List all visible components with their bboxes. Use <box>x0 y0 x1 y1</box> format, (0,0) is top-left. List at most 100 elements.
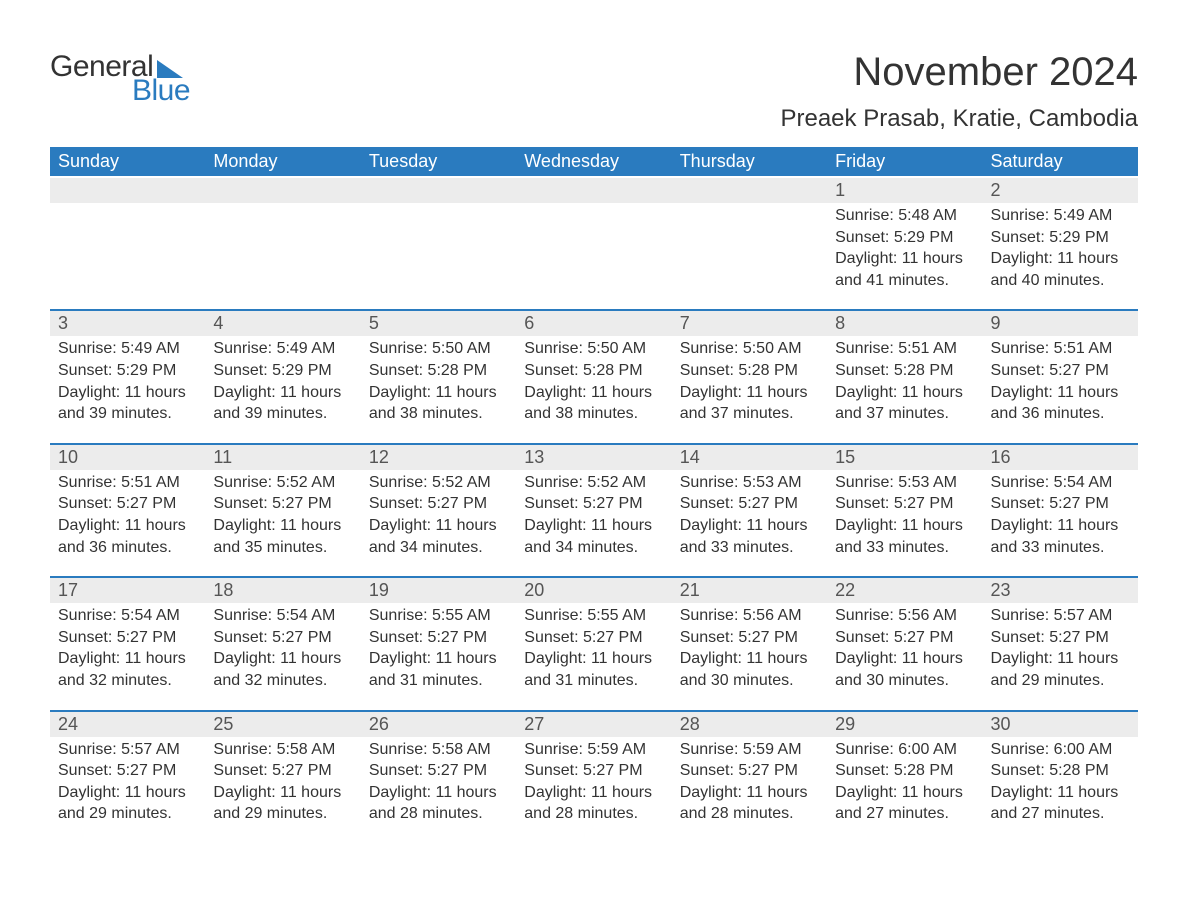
sunrise-line: Sunrise: 5:56 AM <box>680 605 819 627</box>
sunset-line: Sunset: 5:29 PM <box>835 227 974 249</box>
sunrise-line: Sunrise: 5:50 AM <box>369 338 508 360</box>
day-number: 29 <box>827 712 982 737</box>
daylight-line: Daylight: 11 hours and 30 minutes. <box>835 648 974 691</box>
day-number: 30 <box>983 712 1138 737</box>
daynum-row: 17181920212223 <box>50 578 1138 603</box>
sunrise-line: Sunrise: 5:49 AM <box>58 338 197 360</box>
day-details: Sunrise: 5:51 AMSunset: 5:28 PMDaylight:… <box>827 336 982 428</box>
location-subtitle: Preaek Prasab, Kratie, Cambodia <box>780 105 1138 133</box>
daylight-line: Daylight: 11 hours and 34 minutes. <box>524 515 663 558</box>
daynum-row: 10111213141516 <box>50 445 1138 470</box>
sunrise-line: Sunrise: 5:54 AM <box>991 472 1130 494</box>
sunrise-line: Sunrise: 5:52 AM <box>213 472 352 494</box>
sunset-line: Sunset: 5:27 PM <box>213 760 352 782</box>
day-header: Monday <box>205 147 360 176</box>
daylight-line: Daylight: 11 hours and 33 minutes. <box>835 515 974 558</box>
sunrise-line: Sunrise: 5:51 AM <box>991 338 1130 360</box>
day-details: Sunrise: 5:48 AMSunset: 5:29 PMDaylight:… <box>827 203 982 295</box>
daylight-line: Daylight: 11 hours and 37 minutes. <box>835 382 974 425</box>
sunrise-line: Sunrise: 5:53 AM <box>835 472 974 494</box>
sunrise-line: Sunrise: 5:50 AM <box>680 338 819 360</box>
daylight-line: Daylight: 11 hours and 39 minutes. <box>213 382 352 425</box>
daylight-line: Daylight: 11 hours and 39 minutes. <box>58 382 197 425</box>
day-header-row: SundayMondayTuesdayWednesdayThursdayFrid… <box>50 147 1138 176</box>
day-number: 5 <box>361 311 516 336</box>
sunrise-line: Sunrise: 6:00 AM <box>835 739 974 761</box>
sunrise-line: Sunrise: 5:57 AM <box>991 605 1130 627</box>
day-number <box>50 178 205 203</box>
daylight-line: Daylight: 11 hours and 40 minutes. <box>991 248 1130 291</box>
daylight-line: Daylight: 11 hours and 37 minutes. <box>680 382 819 425</box>
sunrise-line: Sunrise: 5:48 AM <box>835 205 974 227</box>
daylight-line: Daylight: 11 hours and 36 minutes. <box>58 515 197 558</box>
daylight-line: Daylight: 11 hours and 33 minutes. <box>680 515 819 558</box>
daylight-line: Daylight: 11 hours and 30 minutes. <box>680 648 819 691</box>
daylight-line: Daylight: 11 hours and 29 minutes. <box>991 648 1130 691</box>
day-details: Sunrise: 5:54 AMSunset: 5:27 PMDaylight:… <box>205 603 360 695</box>
sunset-line: Sunset: 5:28 PM <box>680 360 819 382</box>
sunrise-line: Sunrise: 5:51 AM <box>58 472 197 494</box>
day-number: 18 <box>205 578 360 603</box>
daylight-line: Daylight: 11 hours and 27 minutes. <box>835 782 974 825</box>
details-row: Sunrise: 5:57 AMSunset: 5:27 PMDaylight:… <box>50 737 1138 829</box>
day-number: 2 <box>983 178 1138 203</box>
sunset-line: Sunset: 5:28 PM <box>835 760 974 782</box>
sunrise-line: Sunrise: 5:56 AM <box>835 605 974 627</box>
day-details: Sunrise: 5:50 AMSunset: 5:28 PMDaylight:… <box>672 336 827 428</box>
day-details: Sunrise: 5:58 AMSunset: 5:27 PMDaylight:… <box>205 737 360 829</box>
day-number: 28 <box>672 712 827 737</box>
sunset-line: Sunset: 5:28 PM <box>369 360 508 382</box>
day-details <box>672 203 827 295</box>
daylight-line: Daylight: 11 hours and 34 minutes. <box>369 515 508 558</box>
day-details: Sunrise: 5:49 AMSunset: 5:29 PMDaylight:… <box>205 336 360 428</box>
day-number: 27 <box>516 712 671 737</box>
day-header: Saturday <box>983 147 1138 176</box>
day-details: Sunrise: 5:59 AMSunset: 5:27 PMDaylight:… <box>672 737 827 829</box>
sunset-line: Sunset: 5:29 PM <box>213 360 352 382</box>
sunset-line: Sunset: 5:27 PM <box>369 493 508 515</box>
day-number: 17 <box>50 578 205 603</box>
day-number: 4 <box>205 311 360 336</box>
sunrise-line: Sunrise: 5:51 AM <box>835 338 974 360</box>
sunset-line: Sunset: 5:27 PM <box>835 493 974 515</box>
sunset-line: Sunset: 5:27 PM <box>680 493 819 515</box>
sunset-line: Sunset: 5:27 PM <box>58 493 197 515</box>
sunrise-line: Sunrise: 5:52 AM <box>369 472 508 494</box>
sunset-line: Sunset: 5:27 PM <box>524 493 663 515</box>
day-header: Friday <box>827 147 982 176</box>
day-number: 22 <box>827 578 982 603</box>
day-number: 3 <box>50 311 205 336</box>
daylight-line: Daylight: 11 hours and 28 minutes. <box>524 782 663 825</box>
day-number: 23 <box>983 578 1138 603</box>
day-details: Sunrise: 6:00 AMSunset: 5:28 PMDaylight:… <box>827 737 982 829</box>
day-details: Sunrise: 5:52 AMSunset: 5:27 PMDaylight:… <box>205 470 360 562</box>
week-row: 12Sunrise: 5:48 AMSunset: 5:29 PMDayligh… <box>50 178 1138 295</box>
daylight-line: Daylight: 11 hours and 32 minutes. <box>58 648 197 691</box>
sunset-line: Sunset: 5:27 PM <box>213 627 352 649</box>
week-row: 3456789Sunrise: 5:49 AMSunset: 5:29 PMDa… <box>50 309 1138 428</box>
day-number: 24 <box>50 712 205 737</box>
daylight-line: Daylight: 11 hours and 28 minutes. <box>369 782 508 825</box>
day-number: 20 <box>516 578 671 603</box>
daylight-line: Daylight: 11 hours and 32 minutes. <box>213 648 352 691</box>
sunrise-line: Sunrise: 5:49 AM <box>991 205 1130 227</box>
daylight-line: Daylight: 11 hours and 36 minutes. <box>991 382 1130 425</box>
sunset-line: Sunset: 5:27 PM <box>835 627 974 649</box>
day-details: Sunrise: 5:55 AMSunset: 5:27 PMDaylight:… <box>516 603 671 695</box>
day-details: Sunrise: 5:51 AMSunset: 5:27 PMDaylight:… <box>50 470 205 562</box>
day-number: 26 <box>361 712 516 737</box>
day-number: 16 <box>983 445 1138 470</box>
sunset-line: Sunset: 5:27 PM <box>369 627 508 649</box>
daynum-row: 12 <box>50 178 1138 203</box>
weeks-container: 12Sunrise: 5:48 AMSunset: 5:29 PMDayligh… <box>50 178 1138 829</box>
day-details: Sunrise: 6:00 AMSunset: 5:28 PMDaylight:… <box>983 737 1138 829</box>
day-details: Sunrise: 5:49 AMSunset: 5:29 PMDaylight:… <box>50 336 205 428</box>
logo-text-blue: Blue <box>132 74 190 108</box>
sunset-line: Sunset: 5:28 PM <box>835 360 974 382</box>
sunset-line: Sunset: 5:27 PM <box>991 627 1130 649</box>
sunset-line: Sunset: 5:28 PM <box>524 360 663 382</box>
sunrise-line: Sunrise: 5:55 AM <box>369 605 508 627</box>
day-number: 14 <box>672 445 827 470</box>
day-number <box>672 178 827 203</box>
sunrise-line: Sunrise: 5:58 AM <box>369 739 508 761</box>
